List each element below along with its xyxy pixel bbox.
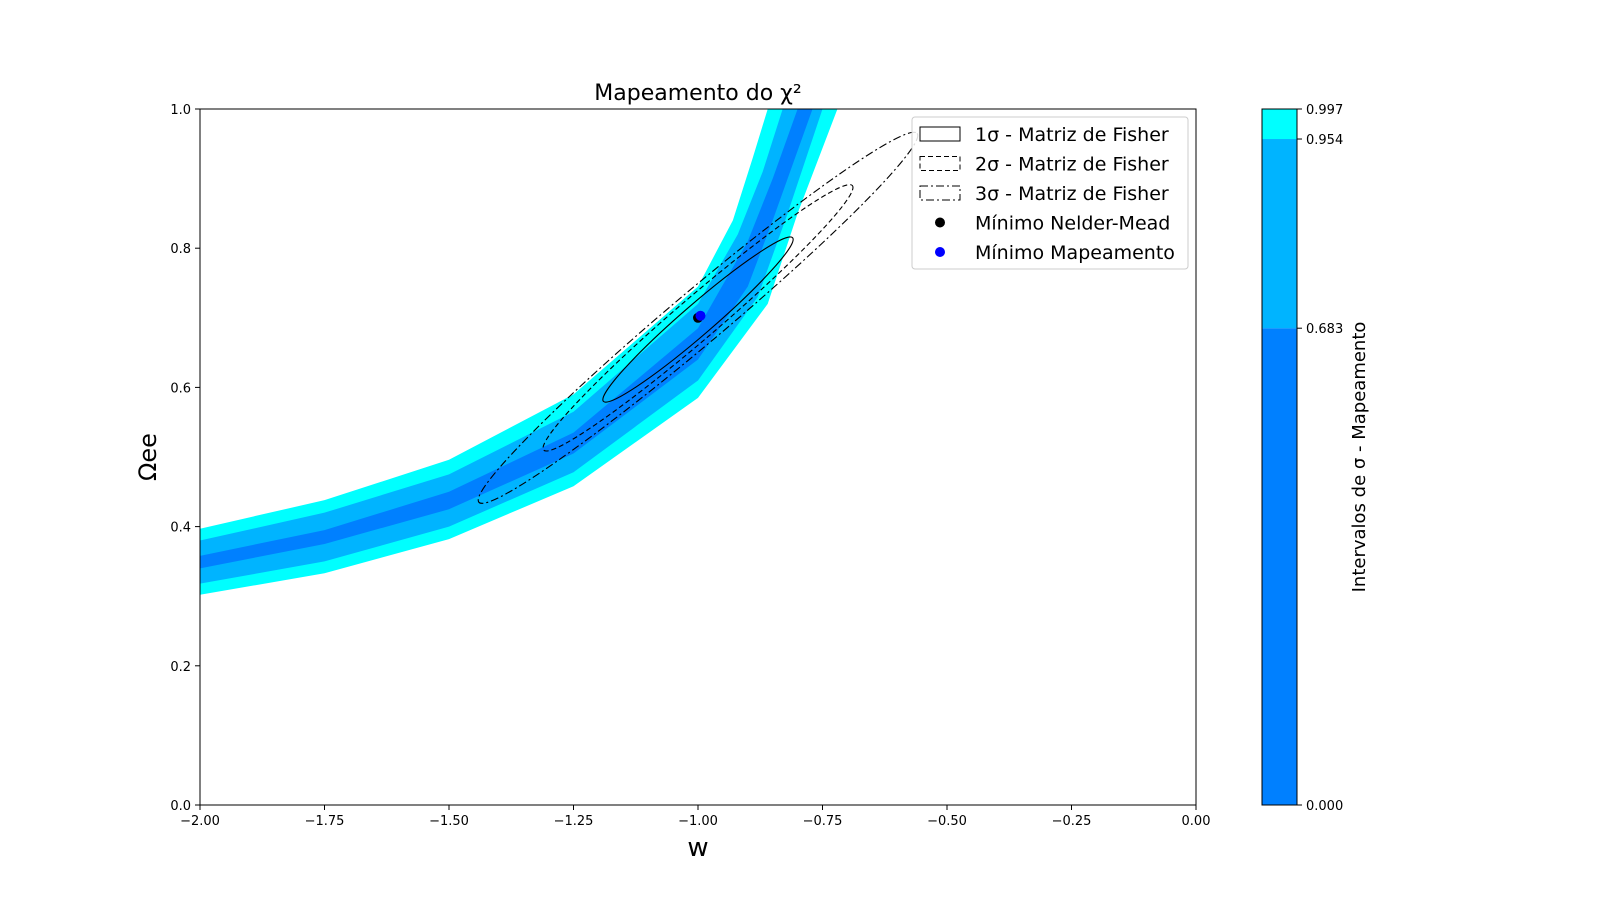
legend-marker-mapeamento bbox=[935, 247, 945, 257]
y-tick-label: 0.4 bbox=[170, 521, 191, 536]
y-tick-label: 0.2 bbox=[170, 660, 191, 675]
colorbar-segment bbox=[1262, 109, 1297, 140]
legend-label-mapeamento: Mínimo Mapeamento bbox=[975, 242, 1175, 264]
x-tick-label: −1.25 bbox=[554, 814, 594, 829]
y-tick-label: 1.0 bbox=[170, 103, 191, 118]
y-axis-label: Ωee bbox=[134, 433, 162, 481]
x-tick-label: −1.75 bbox=[305, 814, 345, 829]
legend-label-2sigma: 2σ - Matriz de Fisher bbox=[975, 154, 1169, 176]
legend-swatch-1sigma bbox=[919, 126, 961, 142]
x-tick-label: 0.00 bbox=[1182, 814, 1211, 829]
colorbar-segment bbox=[1262, 328, 1297, 805]
legend: 1σ - Matriz de Fisher 2σ - Matriz de Fish… bbox=[911, 116, 1189, 270]
x-tick-label: −0.75 bbox=[803, 814, 843, 829]
colorbar: 0.000 0.683 0.954 0.997 bbox=[1261, 103, 1343, 814]
colorbar-tick-label: 0.000 bbox=[1306, 799, 1343, 814]
chart-title: Mapeamento do χ² bbox=[594, 81, 801, 106]
y-tick-label: 0.6 bbox=[170, 381, 191, 396]
x-tick-label: −1.00 bbox=[678, 814, 718, 829]
x-axis-label: w bbox=[687, 833, 708, 863]
legend-marker-nelder-mead bbox=[935, 217, 945, 228]
x-axis-ticks: −2.00 −1.75 −1.50 −1.25 −1.00 −0.75 −0.50 −0.25… bbox=[180, 805, 1210, 829]
x-tick-label: −0.50 bbox=[927, 814, 967, 829]
colorbar-tick-label: 0.954 bbox=[1306, 133, 1343, 148]
x-tick-label: −0.25 bbox=[1052, 814, 1092, 829]
colorbar-tick-label: 0.683 bbox=[1306, 322, 1343, 337]
colorbar-label: Intervalos de σ - Mapeamento bbox=[1349, 322, 1370, 593]
legend-swatch-3sigma bbox=[919, 185, 961, 201]
y-axis-ticks: 0.0 0.2 0.4 0.6 0.8 1.0 bbox=[170, 103, 200, 814]
x-tick-label: −1.50 bbox=[429, 814, 469, 829]
fisher-ellipse-1sigma bbox=[602, 236, 794, 403]
legend-label-1sigma: 1σ - Matriz de Fisher bbox=[975, 124, 1169, 146]
legend-label-nelder-mead: Mínimo Nelder-Mead bbox=[975, 213, 1170, 235]
y-tick-label: 0.8 bbox=[170, 242, 191, 257]
chi2-contour-bands bbox=[200, 109, 838, 595]
colorbar-frame bbox=[1261, 108, 1298, 806]
colorbar-segment bbox=[1262, 139, 1297, 329]
mapping-minimum-point bbox=[695, 310, 706, 321]
legend-box bbox=[911, 116, 1189, 270]
minimum-points bbox=[693, 310, 706, 323]
contour-band-0.683 bbox=[200, 109, 813, 569]
legend-swatch-2sigma bbox=[919, 156, 961, 171]
legend-label-3sigma: 3σ - Matriz de Fisher bbox=[975, 183, 1169, 205]
colorbar-tick-label: 0.997 bbox=[1306, 103, 1343, 118]
x-tick-label: −2.00 bbox=[180, 814, 220, 829]
y-tick-label: 0.0 bbox=[170, 799, 191, 814]
fisher-ellipse-2sigma bbox=[542, 184, 854, 452]
